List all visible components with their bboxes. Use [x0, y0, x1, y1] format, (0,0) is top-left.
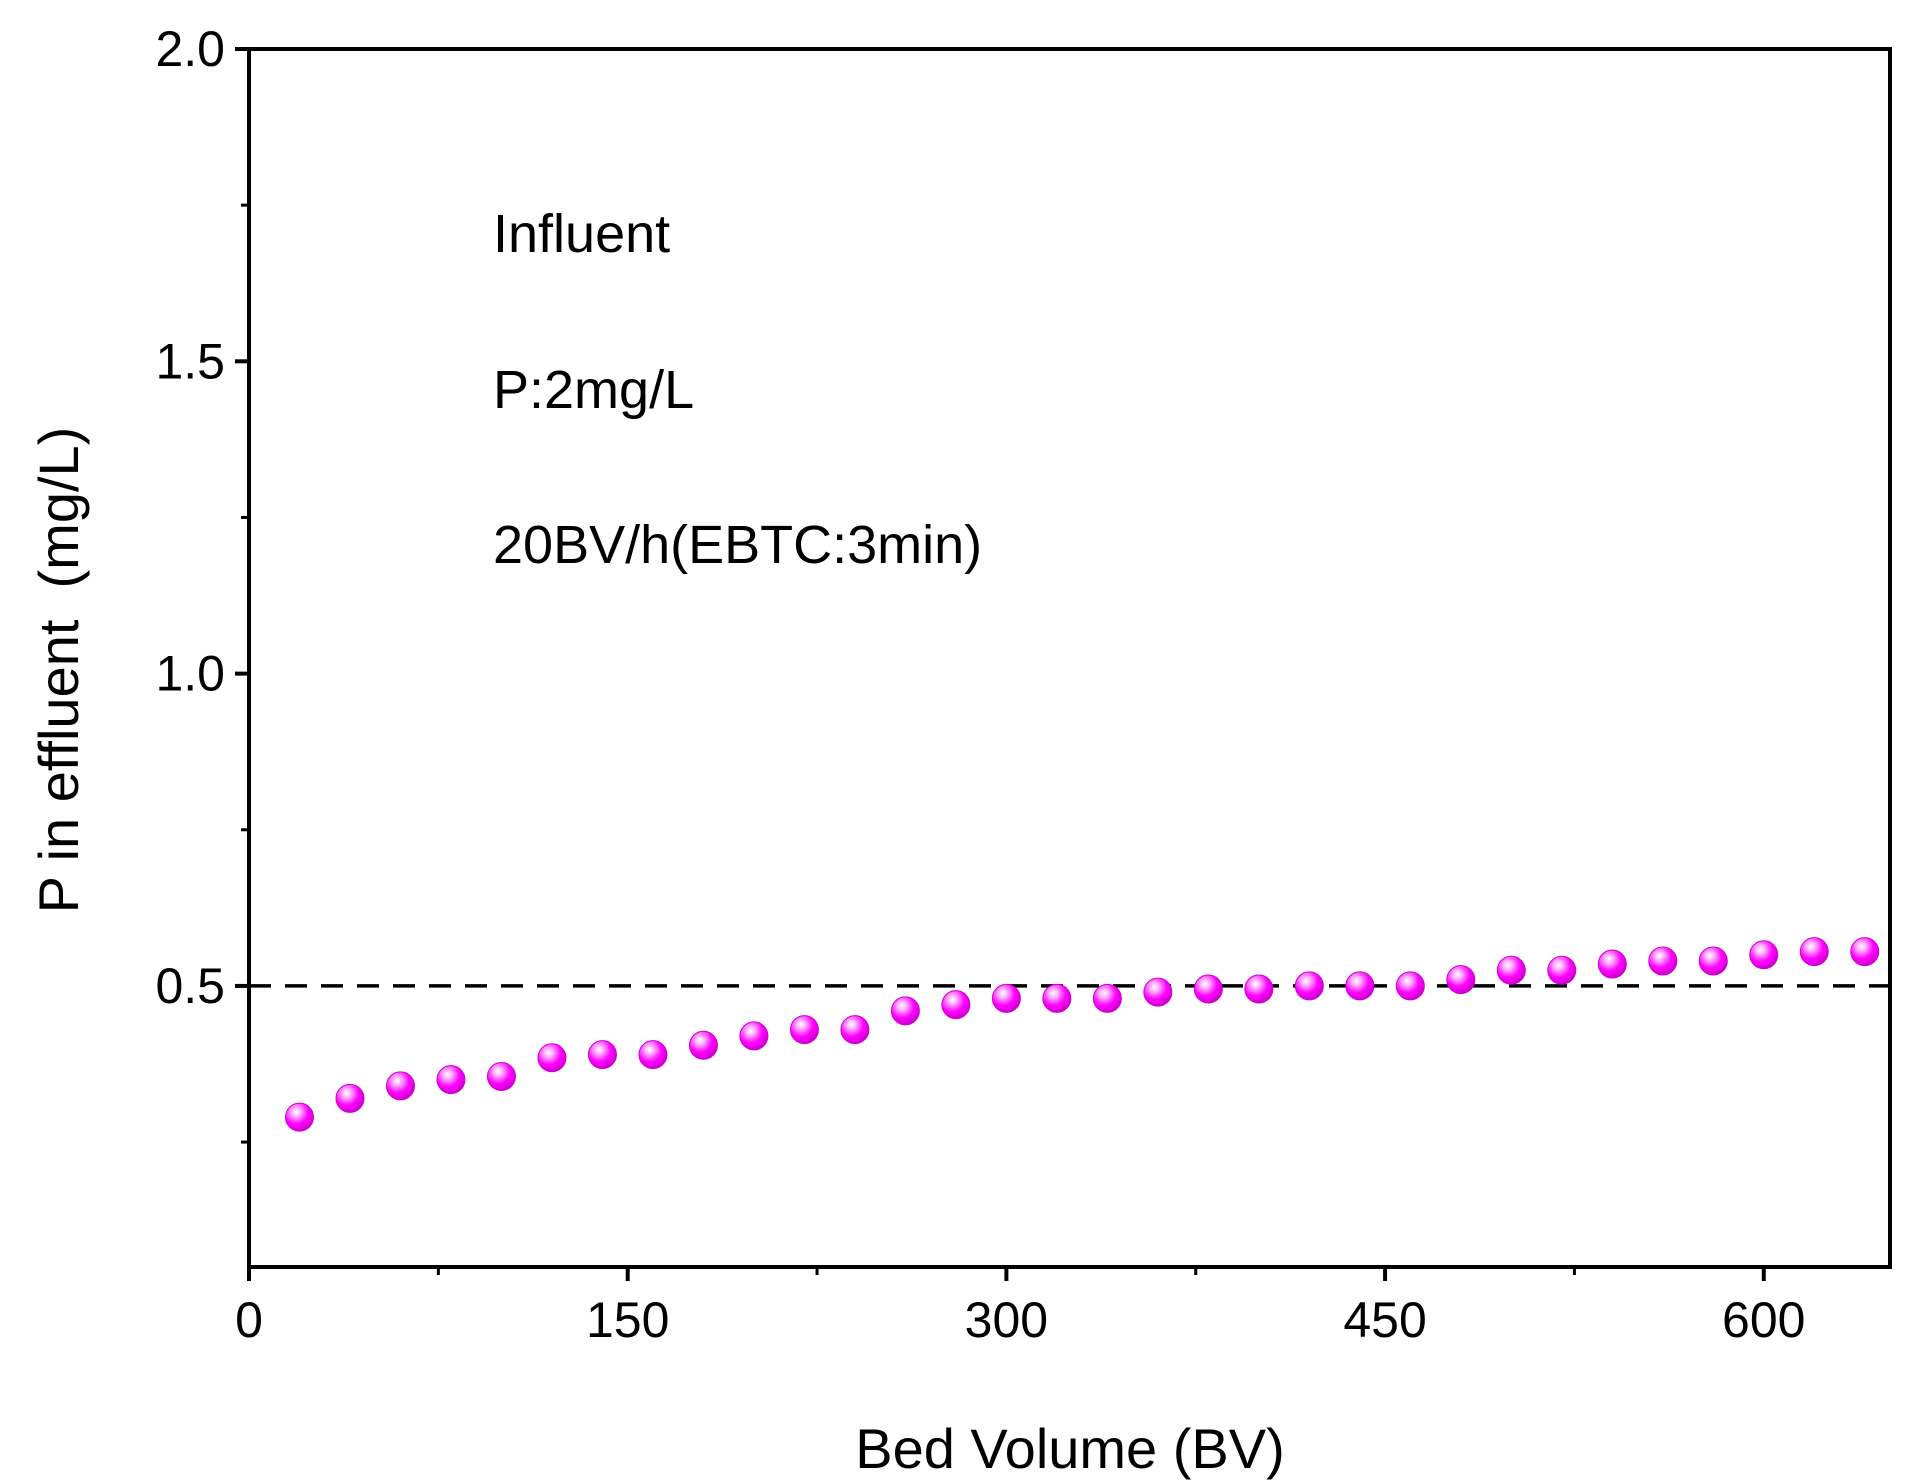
x-tick-label: 450: [1343, 1292, 1426, 1348]
data-point: [1749, 940, 1779, 970]
data-point: [1648, 946, 1678, 976]
x-tick-label: 600: [1722, 1292, 1805, 1348]
y-axis-title: P in effluent (mg/L): [27, 427, 90, 914]
data-point: [1042, 983, 1072, 1013]
x-tick-labels: 0 150 300 450 600: [235, 1292, 1805, 1348]
data-point: [1193, 974, 1223, 1004]
data-point: [1143, 977, 1173, 1007]
data-point: [1799, 937, 1829, 967]
annotation-influent: Influent: [493, 204, 670, 264]
y-tick-label: 1.0: [155, 646, 225, 702]
y-tick-labels: 0.5 1.0 1.5 2.0: [155, 21, 225, 1014]
x-axis-title: Bed Volume (BV): [855, 1417, 1285, 1480]
y-tick-label: 1.5: [155, 333, 225, 389]
x-tick-label: 300: [965, 1292, 1048, 1348]
x-tick-label: 150: [586, 1292, 669, 1348]
data-point: [1547, 955, 1577, 985]
data-points: [284, 937, 1880, 1132]
data-point: [385, 1071, 415, 1101]
data-point: [1597, 949, 1627, 979]
data-point: [587, 1040, 617, 1070]
data-point: [1395, 971, 1425, 1001]
data-point: [941, 990, 971, 1020]
data-point: [1294, 971, 1324, 1001]
data-point: [284, 1102, 314, 1132]
y-tick-label: 2.0: [155, 21, 225, 77]
data-point: [739, 1021, 769, 1051]
annotation-flow-rate: 20BV/h(EBTC:3min): [493, 515, 982, 575]
plot-frame: [247, 47, 1892, 1269]
data-point: [789, 1015, 819, 1045]
data-point: [890, 996, 920, 1026]
x-tick-label: 0: [235, 1292, 263, 1348]
data-point: [1446, 965, 1476, 995]
data-point: [638, 1040, 668, 1070]
data-point: [436, 1065, 466, 1095]
data-point: [1496, 955, 1526, 985]
data-point: [335, 1083, 365, 1113]
data-point: [486, 1061, 516, 1091]
data-point: [1092, 983, 1122, 1013]
axis-ticks: [235, 47, 1766, 1281]
data-point: [1345, 971, 1375, 1001]
data-point: [1244, 974, 1274, 1004]
data-point: [537, 1043, 567, 1073]
data-point: [1698, 946, 1728, 976]
data-point: [991, 983, 1021, 1013]
y-tick-label: 0.5: [155, 958, 225, 1014]
data-point: [840, 1015, 870, 1045]
annotation-concentration: P:2mg/L: [493, 360, 694, 420]
data-point: [1850, 937, 1880, 967]
data-point: [688, 1030, 718, 1060]
